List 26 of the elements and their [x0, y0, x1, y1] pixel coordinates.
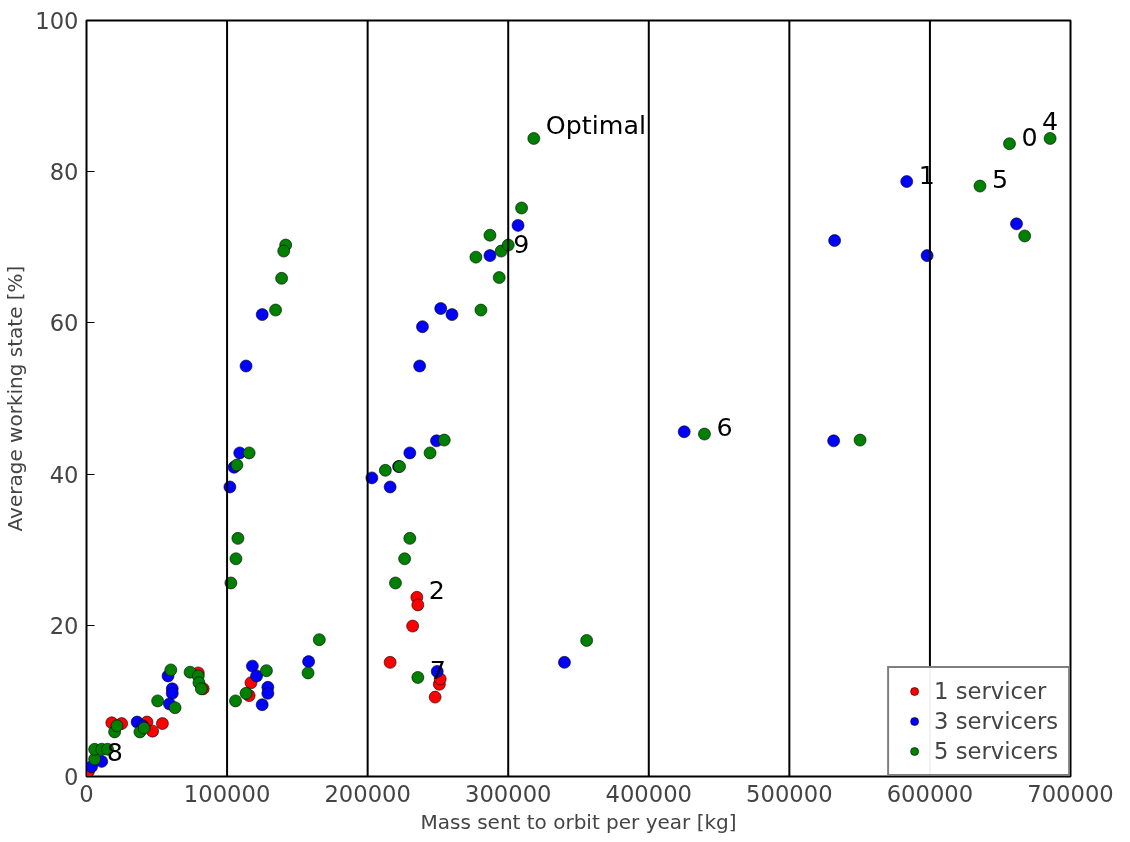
x-tick-label: 200000 — [324, 780, 411, 807]
y-tick-label: 100 — [35, 8, 79, 34]
x-tick-label: 700000 — [1027, 780, 1114, 807]
annotation: 6 — [716, 412, 733, 443]
annotation: 8 — [106, 737, 123, 768]
annotation: 0 — [1021, 121, 1038, 152]
legend-label: 5 servicers — [934, 738, 1058, 764]
x-tick-label: 500000 — [746, 780, 833, 807]
legend-label: 3 servicers — [934, 708, 1058, 734]
x-axis-title: Mass sent to orbit per year [kg] — [420, 809, 737, 834]
y-tick-label: 0 — [64, 764, 79, 790]
x-tick-label: 600000 — [886, 780, 974, 807]
y-tick-label: 80 — [49, 159, 79, 186]
legend-label: 1 servicer — [934, 678, 1047, 704]
y-tick-label: 40 — [49, 461, 79, 488]
annotation: 5 — [991, 164, 1009, 195]
y-tick-label: 20 — [49, 612, 79, 639]
annotation: 4 — [1042, 106, 1059, 137]
x-tick-label: 100000 — [183, 780, 271, 807]
annotation: Optimal — [545, 110, 647, 141]
x-tick-label: 300000 — [464, 780, 552, 807]
x-tick-label: 400000 — [605, 780, 693, 807]
annotation: 2 — [428, 575, 445, 606]
annotation: 9 — [513, 229, 530, 260]
y-axis-title: Average working state [%] — [3, 265, 28, 532]
y-tick-label: 60 — [49, 310, 79, 337]
